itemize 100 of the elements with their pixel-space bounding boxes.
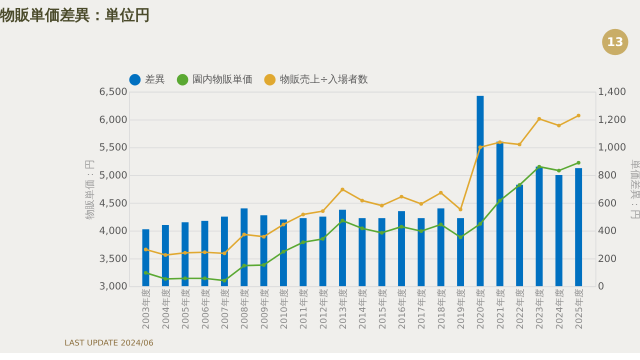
point [340,218,344,222]
point [400,194,404,199]
x-tick-label: 2008年度 [240,288,251,330]
bar [339,210,346,286]
y-axis-title: 物販単価：円 [84,159,96,220]
x-tick-label: 2014年度 [358,288,369,330]
point [419,202,424,206]
x-tick-label: 2003年度 [141,288,152,330]
bar [516,184,524,286]
point [537,164,542,169]
point [478,145,482,150]
x-tick-label: 2010年度 [278,288,290,330]
point [262,263,266,267]
point [340,188,344,192]
point [144,248,148,252]
x-tick-label: 2016年度 [396,288,408,330]
x-tick-label: 2015年度 [377,288,388,330]
x-tick-label: 2018年度 [436,288,448,330]
x-tick-label: 2020年度 [476,288,487,330]
bar [358,218,366,286]
x-tick-label: 2006年度 [200,288,212,330]
y-tick-label: 5,500 [99,142,128,154]
point [380,230,384,235]
y2-tick-label: 1,000 [598,142,626,154]
text: LAST UPDATE 2024/06 [64,338,154,348]
y-tick-label: 5,000 [99,170,128,182]
y2-tick-label: 1,200 [598,114,626,126]
y2-tick-label: 400 [598,226,617,238]
point [360,226,364,230]
y2-tick-label: 200 [598,254,617,265]
x-tick-label: 2011年度 [298,288,310,330]
point [262,234,266,239]
legend-label: 差異 [144,74,165,86]
legend-label: 物販売上÷入場者数 [280,74,368,86]
bar [280,219,287,286]
point [360,198,364,202]
point [498,198,502,202]
bar [457,218,464,286]
bar [476,96,484,286]
x-tick-label: 2019年度 [456,288,468,330]
point [557,168,561,172]
y2-tick-label: 1,400 [598,87,626,98]
text: 13 [606,35,624,50]
point [282,222,286,226]
y-tick-label: 6,000 [99,114,128,126]
point [164,253,168,257]
bar [319,216,326,286]
point [202,250,207,254]
point [439,190,443,195]
point [164,277,168,281]
x-tick-label: 2005年度 [180,288,192,330]
legend-label: 園内物販単価 [192,74,252,86]
x-tick-label: 2007年度 [220,288,231,330]
x-tick-label: 2012年度 [318,288,330,330]
bar [142,229,150,286]
x-tick-label: 2025年度 [574,288,586,330]
bar [220,216,228,286]
point [144,270,148,275]
x-tick-label: 2009年度 [259,288,270,330]
point [380,204,384,208]
point [301,212,306,216]
x-tick-label: 2021年度 [495,288,506,330]
y2-axis-title: 単価差異：円 [629,159,640,220]
point [518,142,522,146]
point [301,240,306,244]
x-tick-label: 2022年度 [515,288,526,330]
point [419,229,424,233]
point [320,209,325,213]
point [458,208,462,212]
y-tick-label: 4,000 [99,226,128,238]
x-tick-label: 2013年度 [338,288,349,330]
x-tick-label: 2023年度 [534,288,546,330]
point [518,183,522,187]
bar [182,222,189,286]
point [400,224,404,229]
point [458,235,462,240]
y-tick-label: 4,500 [99,198,128,210]
bar [240,208,248,286]
point [242,264,246,268]
point [202,276,207,280]
point [576,114,580,118]
point [537,117,542,121]
y-tick-label: 6,500 [99,87,128,98]
x-tick-label: 2017年度 [416,288,428,330]
bar [201,220,208,286]
x-tick-label: 2024年度 [554,288,566,330]
bar [437,208,444,286]
point [320,237,325,241]
bar [300,218,307,286]
bar [162,225,169,286]
bar [260,215,268,286]
y-tick-label: 3,000 [99,282,128,293]
y-tick-label: 3,500 [99,254,128,265]
bar [575,168,582,286]
point [183,250,187,255]
bar [536,166,543,286]
bar [496,142,504,286]
point [222,278,226,282]
point [282,250,286,254]
chart-title: 物販単価差異：単位円 [0,6,150,24]
